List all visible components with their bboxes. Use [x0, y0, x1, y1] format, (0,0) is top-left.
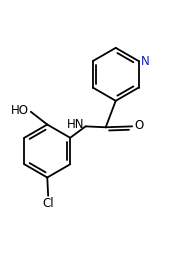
Text: Cl: Cl: [42, 197, 54, 210]
Text: N: N: [141, 54, 150, 67]
Text: HO: HO: [11, 104, 29, 117]
Text: O: O: [134, 119, 144, 132]
Text: HN: HN: [67, 118, 84, 131]
